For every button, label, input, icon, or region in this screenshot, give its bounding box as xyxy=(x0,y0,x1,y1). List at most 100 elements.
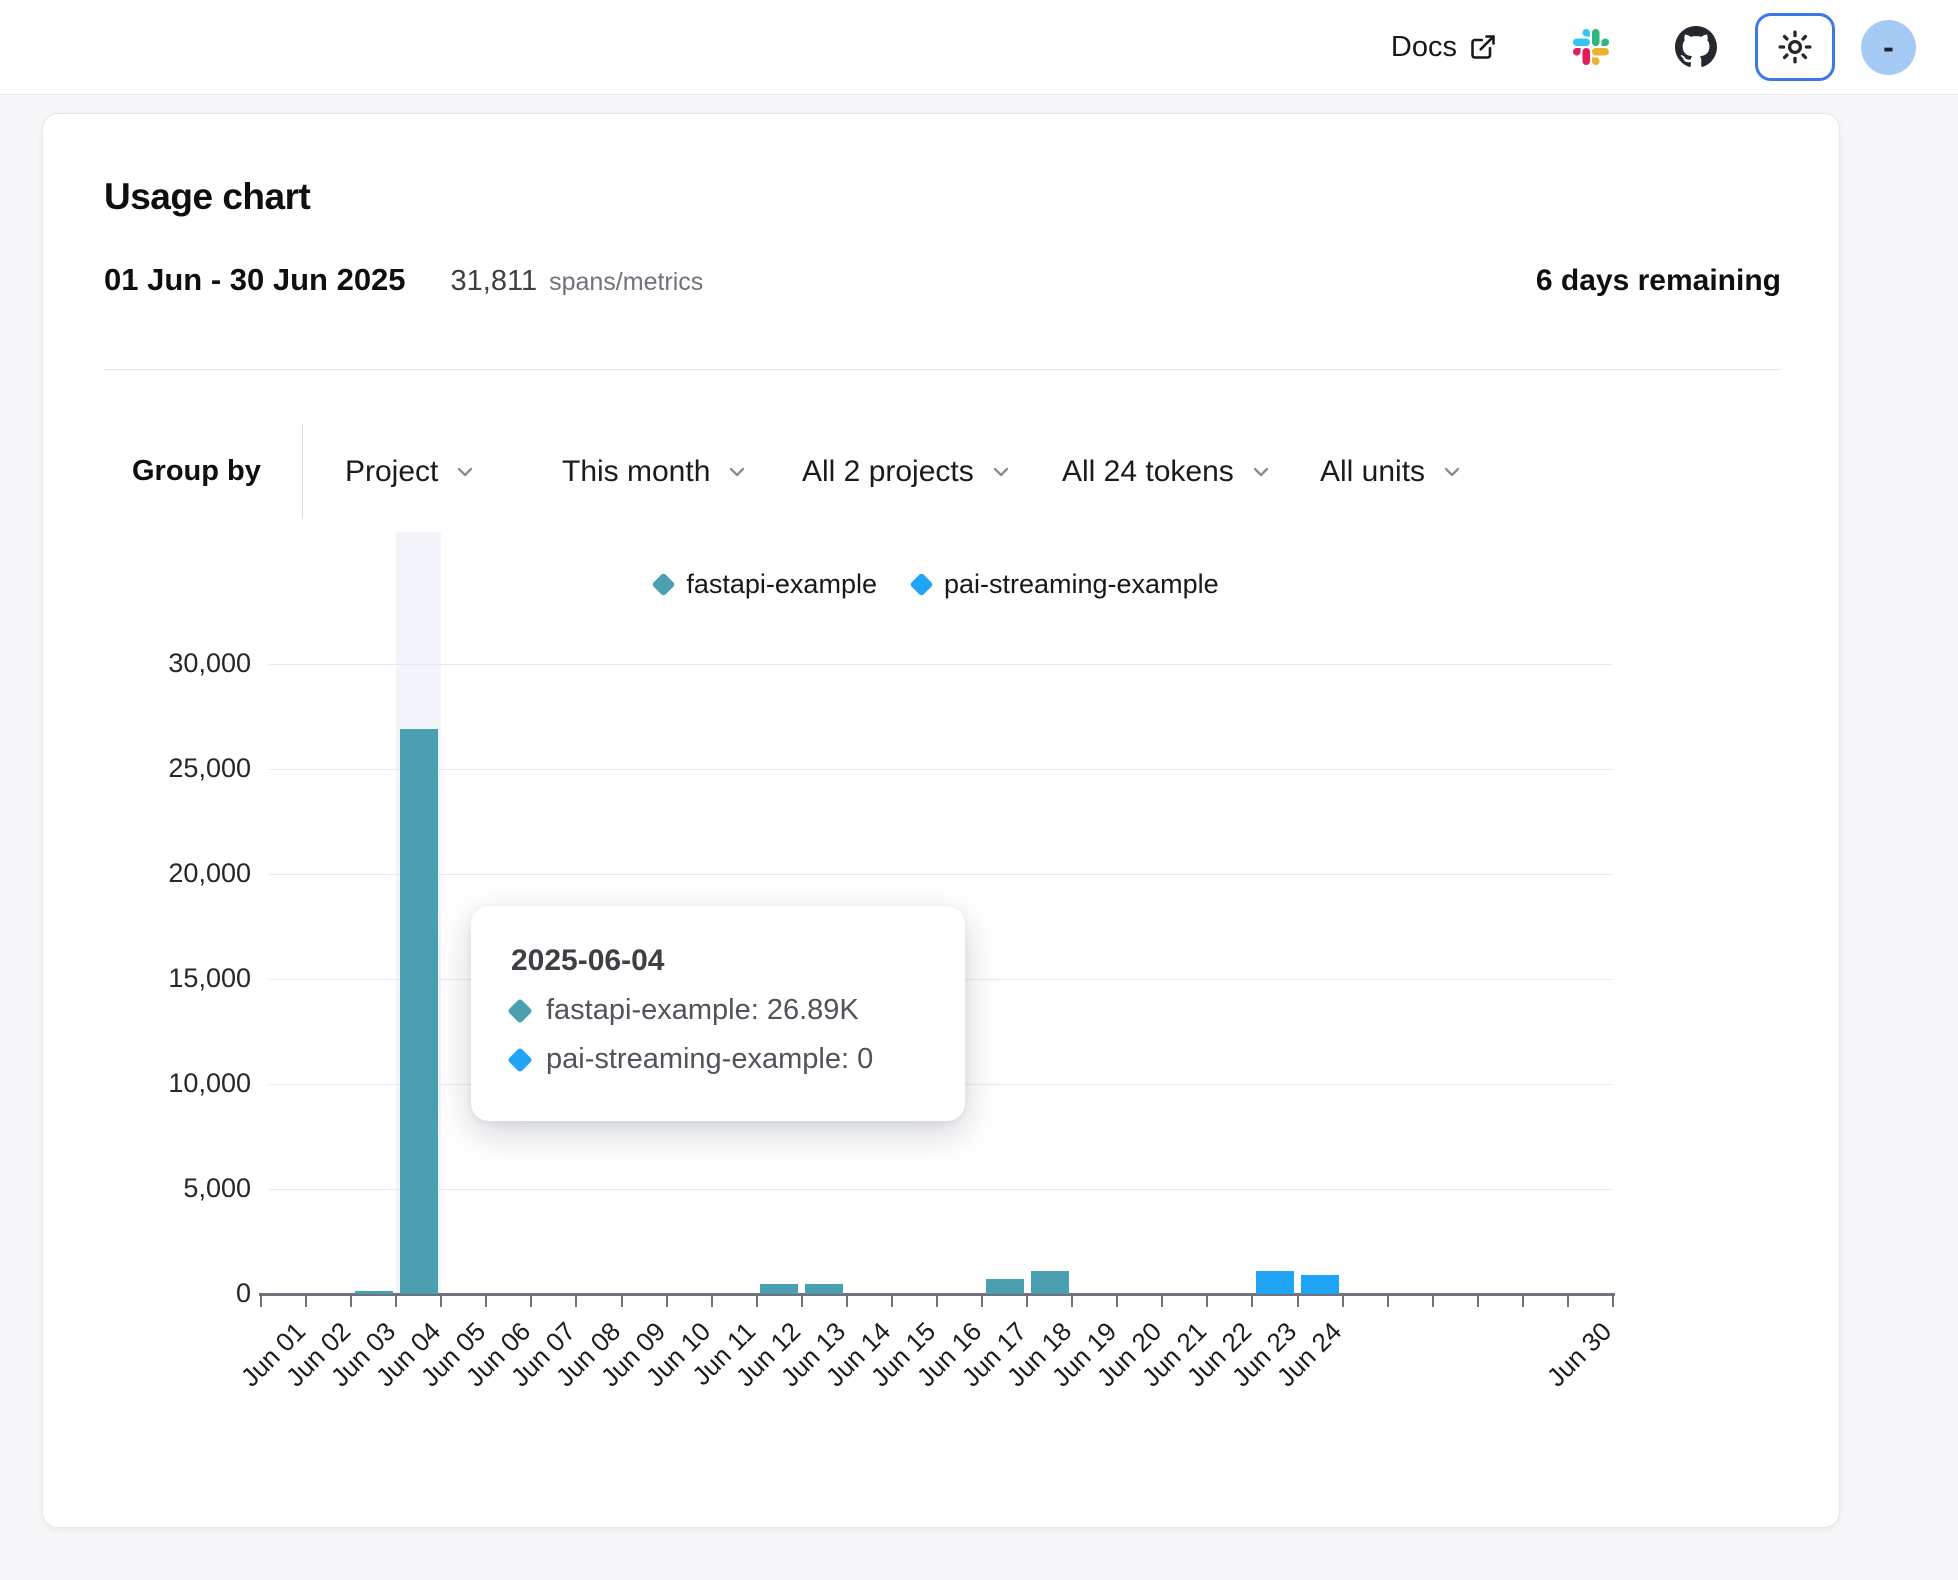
bar-jun-17-fastapi-example[interactable] xyxy=(986,1279,1024,1294)
y-axis-label: 30,000 xyxy=(71,648,251,679)
date-range-dropdown[interactable]: This month xyxy=(562,424,749,519)
x-axis-tick xyxy=(1071,1296,1073,1307)
y-axis-label: 10,000 xyxy=(71,1068,251,1099)
user-avatar[interactable]: - xyxy=(1861,20,1916,75)
chevron-down-icon xyxy=(989,460,1013,484)
tooltip-row: fastapi-example: 26.89K xyxy=(511,994,925,1027)
tooltip-diamond-icon xyxy=(507,1047,532,1072)
bar-jun-18-fastapi-example[interactable] xyxy=(1031,1271,1069,1294)
theme-toggle-button[interactable] xyxy=(1755,13,1835,81)
total-unit: spans/metrics xyxy=(549,268,703,297)
total-count: 31,811 xyxy=(451,265,538,298)
legend-label: pai-streaming-example xyxy=(944,569,1219,600)
legend-item[interactable]: pai-streaming-example xyxy=(913,569,1219,600)
x-axis-label: Jun 30 xyxy=(1505,1316,1619,1430)
external-link-icon xyxy=(1469,33,1497,61)
dropdown-label: All units xyxy=(1320,455,1425,489)
tooltip-series-value: fastapi-example: 26.89K xyxy=(546,994,859,1027)
x-axis-tick xyxy=(350,1296,352,1307)
y-axis-label: 0 xyxy=(71,1278,251,1309)
x-axis-tick xyxy=(711,1296,713,1307)
tokens-filter-dropdown[interactable]: All 24 tokens xyxy=(1062,424,1273,519)
x-axis-tick xyxy=(846,1296,848,1307)
legend-diamond-icon xyxy=(652,572,676,596)
x-axis-tick xyxy=(1026,1296,1028,1307)
chevron-down-icon xyxy=(725,460,749,484)
x-axis-tick xyxy=(1251,1296,1253,1307)
dropdown-label: All 2 projects xyxy=(802,455,974,489)
divider xyxy=(104,369,1781,370)
tooltip-rows: fastapi-example: 26.89K pai-streaming-exa… xyxy=(511,994,925,1076)
chart-tooltip: 2025-06-04 fastapi-example: 26.89Kpai-st… xyxy=(471,906,965,1121)
filter-row: Group by Project This month All 2 projec… xyxy=(104,424,1804,519)
bar-jun-24-pai-streaming-example[interactable] xyxy=(1301,1275,1339,1294)
x-axis-tick xyxy=(1206,1296,1208,1307)
x-axis-tick xyxy=(1342,1296,1344,1307)
x-axis-tick xyxy=(1477,1296,1479,1307)
x-axis-tick xyxy=(1116,1296,1118,1307)
x-axis-tick xyxy=(936,1296,938,1307)
projects-filter-dropdown[interactable]: All 2 projects xyxy=(802,424,1013,519)
slack-link[interactable] xyxy=(1573,29,1609,65)
gridline xyxy=(269,664,1613,665)
x-axis-tick xyxy=(1432,1296,1434,1307)
x-axis-tick xyxy=(1612,1296,1614,1307)
divider xyxy=(302,424,303,519)
gridline xyxy=(269,874,1613,875)
dropdown-label: All 24 tokens xyxy=(1062,455,1234,489)
chart-legend: fastapi-example pai-streaming-example xyxy=(261,564,1613,604)
x-axis-tick xyxy=(1297,1296,1299,1307)
tooltip-series-value: pai-streaming-example: 0 xyxy=(546,1043,873,1076)
docs-label: Docs xyxy=(1391,31,1457,64)
gridline xyxy=(269,1189,1613,1190)
dropdown-label: This month xyxy=(562,455,710,489)
usage-chart-card: Usage chart 01 Jun - 30 Jun 2025 31,811 … xyxy=(42,113,1840,1528)
legend-diamond-icon xyxy=(909,572,933,596)
gridline xyxy=(269,769,1613,770)
slack-icon xyxy=(1573,29,1609,65)
group-by-dropdown[interactable]: Project xyxy=(345,424,477,519)
x-axis-tick xyxy=(756,1296,758,1307)
y-axis-label: 20,000 xyxy=(71,858,251,889)
chevron-down-icon xyxy=(1440,460,1464,484)
x-axis-tick xyxy=(260,1296,262,1307)
bar-jun-03-fastapi-example[interactable] xyxy=(355,1291,393,1294)
x-axis-tick xyxy=(530,1296,532,1307)
x-axis-tick xyxy=(801,1296,803,1307)
github-link[interactable] xyxy=(1675,26,1717,68)
x-axis-tick xyxy=(1387,1296,1389,1307)
x-axis-tick xyxy=(440,1296,442,1307)
x-axis-tick xyxy=(891,1296,893,1307)
y-axis-label: 25,000 xyxy=(71,753,251,784)
bar-jun-12-fastapi-example[interactable] xyxy=(760,1284,798,1294)
legend-label: fastapi-example xyxy=(686,569,877,600)
y-axis-label: 15,000 xyxy=(71,963,251,994)
docs-link[interactable]: Docs xyxy=(1391,31,1497,64)
chevron-down-icon xyxy=(1249,460,1273,484)
usage-dashboard: { "topbar": { "docs_label": "Docs", "ava… xyxy=(0,0,1958,1580)
dropdown-label: Project xyxy=(345,455,438,489)
bar-jun-23-pai-streaming-example[interactable] xyxy=(1256,1271,1294,1294)
x-axis-tick xyxy=(1161,1296,1163,1307)
tooltip-row: pai-streaming-example: 0 xyxy=(511,1043,925,1076)
days-remaining: 6 days remaining xyxy=(1536,264,1781,298)
x-axis-tick xyxy=(395,1296,397,1307)
page-title: Usage chart xyxy=(104,176,310,218)
usage-summary-row: 01 Jun - 30 Jun 2025 31,811 spans/metric… xyxy=(104,262,1781,298)
tooltip-diamond-icon xyxy=(507,998,532,1023)
group-by-label: Group by xyxy=(132,424,261,519)
bar-jun-13-fastapi-example[interactable] xyxy=(805,1284,843,1294)
units-filter-dropdown[interactable]: All units xyxy=(1320,424,1464,519)
x-axis-tick xyxy=(575,1296,577,1307)
x-axis-tick xyxy=(1522,1296,1524,1307)
x-axis-tick xyxy=(305,1296,307,1307)
x-axis-tick xyxy=(666,1296,668,1307)
bar-jun-04-fastapi-example[interactable] xyxy=(400,729,438,1294)
chevron-down-icon xyxy=(453,460,477,484)
legend-item[interactable]: fastapi-example xyxy=(655,569,877,600)
date-range: 01 Jun - 30 Jun 2025 xyxy=(104,262,406,298)
y-axis-label: 5,000 xyxy=(71,1173,251,1204)
sun-icon xyxy=(1776,28,1814,66)
x-axis-tick xyxy=(621,1296,623,1307)
x-axis-tick xyxy=(1567,1296,1569,1307)
